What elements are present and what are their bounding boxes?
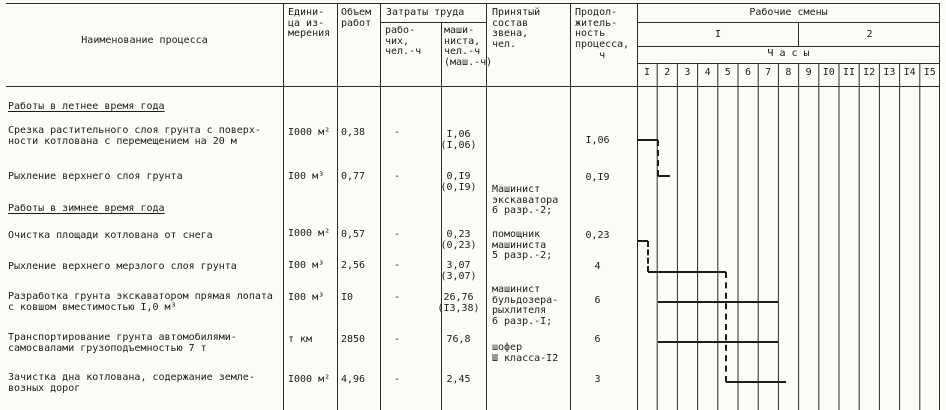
machinist-cell: 3,07 (3,07) (440, 260, 477, 282)
hour-label-5: 5 (724, 67, 731, 78)
duration-cell: 3 (594, 374, 601, 385)
hour-label-12: I2 (863, 67, 876, 78)
row-name: Рыхление верхнего мерзлого слоя грунта (8, 261, 237, 272)
volume-cell: 0,57 (341, 229, 366, 240)
hour-label-15: I5 (923, 67, 936, 78)
machinist-cell: 0,23 (0,23) (440, 229, 477, 251)
hour-label-9: 9 (805, 67, 812, 78)
col-header-machinist: маши- ниста, чел.-ч (маш.-ч) (444, 25, 493, 69)
machinist-cell: 0,I9 (0,I9) (440, 171, 477, 193)
unit-cell: I000 м² (288, 127, 331, 138)
hour-label-4: 4 (704, 67, 711, 78)
row-name: Рыхление верхнего слоя грунта (8, 171, 183, 182)
crew-note-assistant: помощник машиниста 5 разр.-2; (492, 229, 553, 262)
section-title-summer: Работы в летнее время года (8, 101, 165, 112)
row-name: Транспортирование грунта автомобилями- с… (8, 332, 237, 354)
hour-label-11: II (842, 67, 856, 78)
duration-cell: 6 (594, 295, 601, 306)
unit-cell: I00 м³ (288, 260, 325, 271)
workers-cell: - (393, 260, 401, 271)
duration-cell: I,06 (585, 135, 610, 146)
volume-cell: 2,56 (341, 260, 366, 271)
hour-label-1: I (643, 67, 651, 78)
crew-note-excavator-operator: Машинист экскаватора 6 разр.-2; (492, 184, 559, 217)
col-header-volume: Объем работ (341, 7, 372, 29)
shift-1-label: I (714, 29, 722, 40)
gantt-connector (724, 272, 727, 382)
machinist-cell: 26,76 (I3,38) (437, 292, 480, 314)
row-name: Очистка площади котлована от снега (8, 230, 213, 241)
machinist-cell: 76,8 (446, 334, 471, 345)
hour-label-8: 8 (785, 67, 792, 78)
volume-cell: 0,77 (341, 171, 366, 182)
volume-cell: 0,38 (341, 127, 366, 138)
unit-cell: I000 м² (288, 228, 331, 239)
row-name: Срезка растительного слоя грунта с повер… (8, 125, 261, 147)
col-header-shifts: Рабочие смены (749, 7, 828, 18)
duration-cell: 0,I9 (585, 172, 610, 183)
volume-cell: 2850 (341, 334, 366, 345)
duration-cell: 0,23 (585, 230, 610, 241)
col-header-unit: Едини- ца из- мерения (288, 7, 331, 40)
col-header-labor: Затраты труда (386, 7, 465, 18)
workers-cell: - (393, 229, 401, 240)
col-header-crew: Принятый состав звена, чел. (492, 7, 541, 51)
workers-cell: - (393, 374, 401, 385)
unit-cell: I000 м² (288, 374, 331, 385)
machinist-cell: 2,45 (446, 374, 471, 385)
hour-label-10: I0 (822, 67, 835, 78)
gantt-bar (637, 240, 649, 242)
hour-label-14: I4 (903, 67, 916, 78)
gantt-bar (658, 301, 779, 303)
machinist-cell: I,06 (I,06) (440, 129, 477, 151)
workers-cell: - (393, 292, 401, 303)
col-header-duration: Продол- житель- ность процесса, ч (575, 7, 630, 61)
duration-cell: 4 (594, 261, 601, 272)
workers-cell: - (393, 171, 401, 182)
gantt-bar (648, 271, 726, 273)
hour-label-13: I3 (883, 67, 896, 78)
gantt-connector (657, 140, 660, 176)
hour-label-6: 6 (744, 67, 752, 78)
hour-label-7: 7 (765, 67, 772, 78)
hours-title: Ч а с ы (767, 48, 810, 59)
workers-cell: - (393, 127, 401, 138)
row-name: Разработка грунта экскаватором прямая ло… (8, 291, 273, 313)
section-title-winter: Работы в зимнее время года (8, 203, 165, 214)
col-header-process: Наименование процесса (81, 35, 208, 46)
gantt-bar (658, 175, 670, 177)
duration-cell: 6 (594, 334, 601, 345)
crew-note-bulldozer-operator: машинист бульдозера- рыхлителя 6 разр.-I… (492, 284, 559, 328)
unit-cell: I00 м³ (288, 171, 325, 182)
volume-cell: 4,96 (341, 374, 366, 385)
col-header-workers: рабо- чих, чел.-ч (385, 25, 422, 58)
gantt-connector (647, 241, 650, 272)
gantt-bar (637, 139, 659, 141)
row-name: Зачистка дна котлована, содержание земле… (8, 372, 255, 394)
hour-label-3: 3 (684, 67, 691, 78)
unit-cell: т км (288, 334, 313, 345)
unit-cell: I00 м³ (288, 292, 325, 303)
shift-2-label: 2 (866, 29, 873, 40)
hour-label-2: 2 (664, 67, 671, 78)
crew-note-driver: шофер Ш класса-I2 (492, 342, 559, 364)
workers-cell: - (393, 334, 401, 345)
gantt-bar (725, 381, 787, 383)
gantt-bar (658, 341, 779, 343)
volume-cell: I0 (341, 292, 354, 303)
